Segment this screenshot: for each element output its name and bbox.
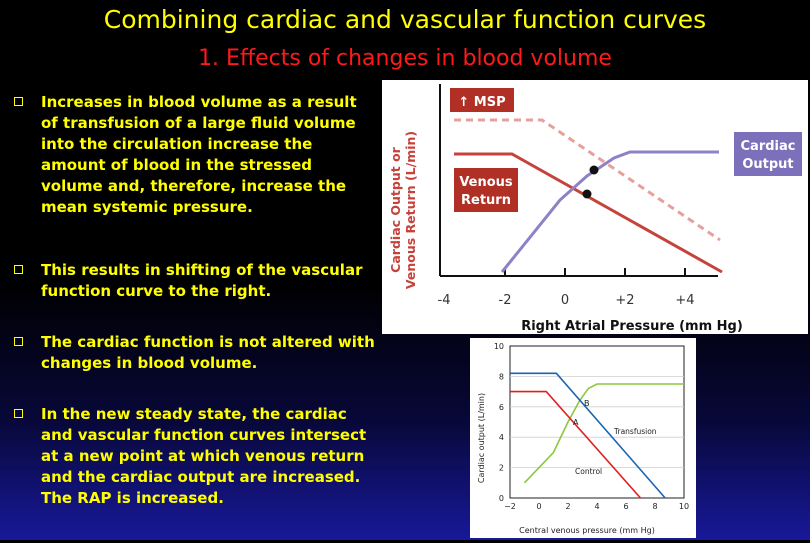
figure2-y-ticks: 0 2 4 6 8 10 [494, 342, 504, 503]
checkbox-bullet-icon [14, 337, 23, 346]
bullet-text: This results in shifting of the vascular… [41, 261, 363, 300]
venous-return-curve [454, 152, 723, 274]
cardiac-output-label-box [734, 132, 802, 176]
control-label: Control [575, 467, 602, 476]
figure2-ytick: 0 [499, 494, 504, 503]
figure2-ytick: 10 [494, 342, 504, 351]
bullet-text: Increases in blood volume as a result of… [41, 93, 357, 216]
checkbox-bullet-icon [14, 265, 23, 274]
figure2-ytick: 8 [499, 372, 504, 381]
intersection-point-shifted [589, 165, 599, 175]
figure1-ylabel: Cardiac Output or [388, 146, 403, 272]
cardiac-output-label-line2: Output [742, 157, 793, 172]
slide-title: Combining cardiac and vascular function … [103, 5, 707, 34]
figure1-xtick: +2 [615, 293, 634, 308]
figure1-xtick: -4 [438, 293, 451, 308]
figure2-xtick: 8 [652, 502, 657, 511]
checkbox-bullet-icon [14, 409, 23, 418]
figure-rap-curves: Cardiac Output or Venous Return (L/min) … [382, 80, 808, 334]
figure1-xlabel: Right Atrial Pressure (mm Hg) [521, 319, 743, 334]
figure2-svg: Cardiac output (L/min) Central venous pr… [477, 342, 689, 535]
cardiac-output-label-line1: Cardiac [741, 139, 796, 154]
figure1-xtick: 0 [561, 293, 569, 308]
figure2-ytick: 2 [499, 464, 504, 473]
figure2-xtick: 4 [594, 502, 599, 511]
control-venous-return-curve [510, 390, 642, 499]
bullet-item: This results in shifting of the vascular… [14, 260, 376, 302]
transfusion-label: Transfusion [613, 427, 657, 436]
figure2-xtick: 0 [536, 502, 541, 511]
figure2-xlabel: Central venous pressure (mm Hg) [519, 526, 655, 535]
figure2-ytick: 4 [499, 433, 504, 442]
transfusion-venous-return-curve [510, 372, 666, 499]
figure2-xtick: −2 [504, 502, 516, 511]
intersection-point-control [582, 189, 592, 199]
msp-label-box [450, 88, 514, 112]
figure2-x-ticks: −2 0 2 4 6 8 10 [504, 502, 689, 511]
figure1-xtick: +4 [675, 293, 694, 308]
figure1-ylabel-2: Venous Return (L/min) [403, 131, 418, 289]
figure2-xtick: 6 [623, 502, 628, 511]
msp-label: ↑ MSP [458, 95, 505, 110]
bullet-item: Increases in blood volume as a result of… [14, 92, 376, 218]
figure1-xtick: -2 [499, 293, 512, 308]
figure2-xtick: 10 [679, 502, 689, 511]
bullet-text: In the new steady state, the cardiac and… [41, 405, 367, 507]
figure2-ylabel: Cardiac output (L/min) [477, 393, 486, 483]
venous-return-label-line2: Return [461, 193, 511, 208]
point-b-label: B [584, 399, 590, 408]
checkbox-bullet-icon [14, 97, 23, 106]
figure2-xtick: 2 [565, 502, 570, 511]
venous-return-shifted-curve [454, 118, 721, 242]
bullet-item: In the new steady state, the cardiac and… [14, 404, 376, 509]
cardiac-output-curve [500, 150, 719, 273]
point-a-label: A [573, 418, 579, 427]
venous-return-label-box [454, 168, 518, 212]
figure-cvp-chart: Cardiac output (L/min) Central venous pr… [470, 338, 696, 538]
figure2-ytick: 6 [499, 403, 504, 412]
figure2-grid [510, 376, 684, 469]
bullet-item: The cardiac function is not altered with… [14, 332, 376, 374]
figure1-svg: Cardiac Output or Venous Return (L/min) … [388, 84, 802, 334]
bullet-text: The cardiac function is not altered with… [41, 333, 375, 372]
slide-subtitle: 1. Effects of changes in blood volume [198, 46, 612, 71]
figure2-plot-frame [509, 345, 685, 499]
venous-return-label-line1: Venous [459, 175, 513, 190]
